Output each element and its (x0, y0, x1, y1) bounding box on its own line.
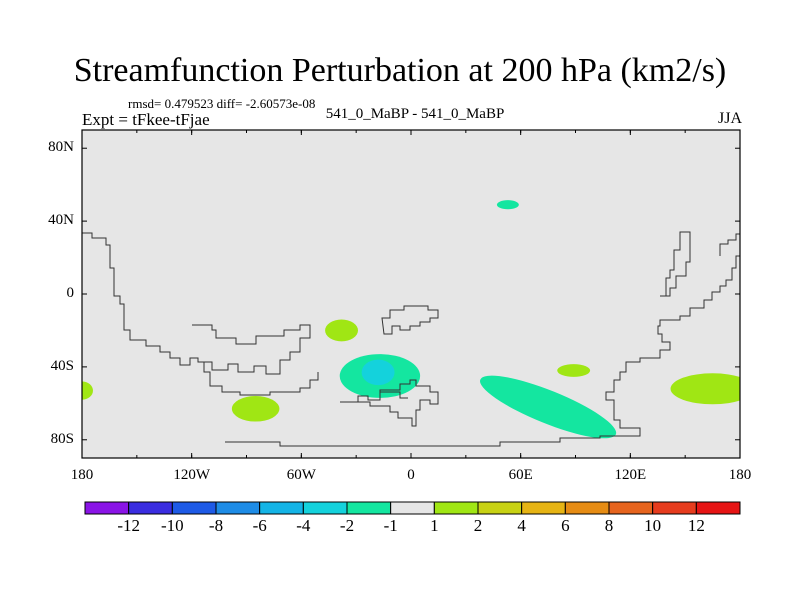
colorbar-label: -8 (208, 516, 224, 535)
colorbar-label: 8 (604, 516, 614, 535)
colorbar-box (477, 501, 523, 515)
coastline (381, 305, 439, 335)
x-tick-label: 180 (728, 467, 752, 483)
y-tick-label: 80S (50, 430, 74, 447)
coastline (192, 324, 311, 375)
colorbar-box (302, 501, 348, 515)
colorbar-label: 10 (644, 516, 662, 535)
colorbar-box (652, 501, 697, 515)
anomaly-region (231, 396, 280, 422)
colorbar-box (521, 501, 566, 515)
colorbar-label: -12 (117, 516, 140, 535)
y-tick-label: 40N (48, 212, 74, 229)
colorbar-label: -10 (160, 516, 184, 535)
x-tick-label: 120W (173, 467, 210, 483)
chart-title: Streamfunction Perturbation at 200 hPa (… (73, 52, 727, 89)
y-tick-label: 0 (66, 285, 75, 301)
colorbar-box (171, 501, 217, 515)
x-tick-label: 180 (70, 467, 94, 483)
plot-background (82, 130, 740, 458)
coastline (719, 233, 740, 256)
colorbar-box (433, 501, 479, 515)
colorbar-box (695, 501, 741, 515)
anomaly-region (557, 364, 591, 377)
colorbar-label: -4 (296, 516, 311, 535)
coastline (340, 379, 439, 427)
case-label: 541_0_MaBP - 541_0_MaBP (325, 106, 505, 122)
season-label: JJA (717, 110, 742, 127)
anomaly-region (480, 375, 617, 439)
colorbar-box (564, 501, 610, 515)
coastline (660, 231, 691, 297)
colorbar-label: -2 (339, 516, 355, 535)
x-tick-label: 120E (614, 467, 647, 483)
anomaly-layer (82, 200, 740, 439)
colorbar-label: 12 (687, 516, 705, 535)
anomaly-region (361, 359, 395, 386)
colorbar-label: 4 (517, 516, 526, 535)
coastline (380, 391, 408, 399)
coastline (82, 232, 319, 396)
stats-line: rmsd= 0.479523 diff= -2.60573e-08 (128, 96, 316, 111)
x-tick-label: 0 (407, 467, 415, 483)
x-tick-label: 60E (508, 467, 533, 483)
colorbar-label: -1 (383, 516, 398, 535)
anomaly-region (496, 200, 519, 210)
colorbar-box (84, 501, 130, 515)
colorbar-label: -6 (252, 516, 267, 535)
y-tick-label: 40S (50, 357, 74, 374)
coastline-layer (82, 231, 740, 447)
experiment-label: Expt = tFkee-tFjae (82, 110, 210, 129)
anomaly-region (670, 373, 740, 405)
colorbar-box (259, 501, 304, 515)
colorbar-box (608, 501, 654, 515)
colorbar-label: 1 (430, 516, 439, 535)
colorbar-label: 2 (473, 516, 483, 535)
colorbar-box (390, 501, 435, 515)
anomaly-region (325, 319, 358, 342)
coastline (225, 255, 740, 447)
colorbar-box (128, 501, 173, 515)
colorbar-box (346, 501, 392, 515)
x-tick-label: 60W (286, 467, 316, 483)
y-tick-label: 80N (48, 139, 74, 156)
colorbar-label: 6 (561, 516, 570, 535)
anomaly-region (82, 381, 93, 400)
colorbar-box (215, 501, 261, 515)
